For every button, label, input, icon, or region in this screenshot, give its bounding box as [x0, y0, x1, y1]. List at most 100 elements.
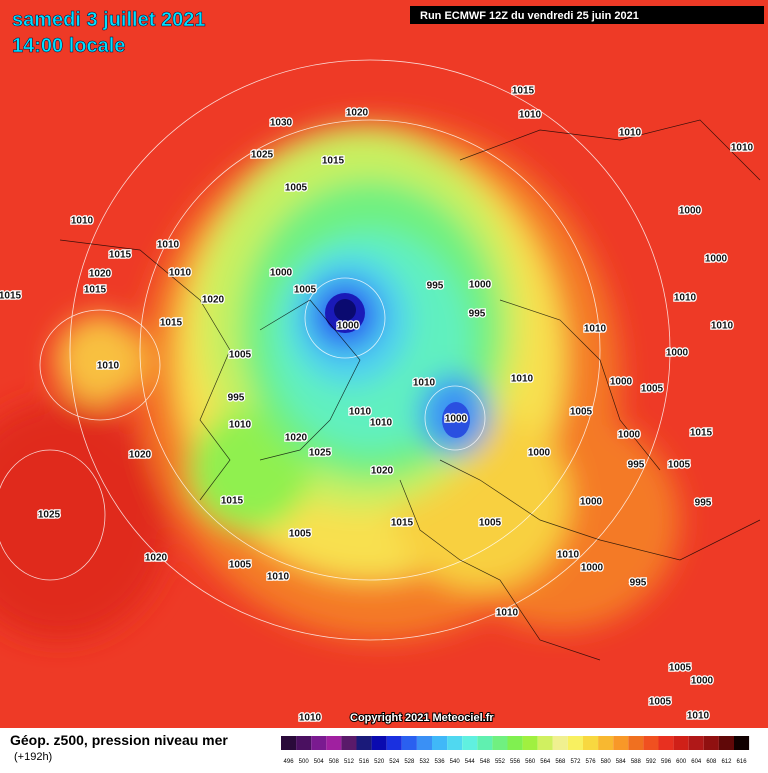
scale-label: 500 [299, 759, 310, 765]
isobar-label: 1010 [413, 378, 436, 389]
isobar-label: 1005 [294, 285, 317, 296]
scale-swatch [522, 736, 538, 750]
scale-swatch [447, 736, 463, 750]
scale-label: 612 [721, 759, 732, 765]
isobar-label: 1000 [469, 280, 492, 291]
lead-time: (+192h) [14, 751, 52, 763]
scale-label: 576 [586, 759, 597, 765]
time: 14:00 locale [12, 35, 125, 57]
scale-swatch [643, 736, 659, 750]
scale-swatch [598, 736, 614, 750]
run-info: Run ECMWF 12Z du vendredi 25 juin 2021 [420, 10, 639, 22]
isobar-label: 1005 [641, 384, 664, 395]
scale-label: 580 [601, 759, 612, 765]
scale-swatch [628, 736, 644, 750]
isobar-label: 1020 [89, 269, 112, 280]
isobar-label: 1010 [267, 572, 290, 583]
scale-label: 608 [706, 759, 717, 765]
scale-label: 616 [737, 759, 748, 765]
scale-label: 556 [510, 759, 521, 765]
scale-label: 524 [389, 759, 400, 765]
isobar-label: 1000 [528, 448, 551, 459]
isobar-label: 1015 [109, 250, 132, 261]
scale-swatch [326, 736, 342, 750]
isobar-label: 995 [695, 498, 712, 509]
isobar-label: 995 [427, 281, 444, 292]
scale-label: 520 [374, 759, 385, 765]
isobar-label: 1015 [221, 496, 244, 507]
isobar-label: 1000 [580, 497, 603, 508]
isobar-label: 1010 [584, 324, 607, 335]
isobar-label: 1000 [445, 414, 468, 425]
scale-swatch [703, 736, 719, 750]
scale-label: 540 [450, 759, 461, 765]
isobar-label: 1000 [679, 206, 702, 217]
isobar-label: 1005 [669, 663, 692, 674]
isobar-label: 1015 [690, 428, 713, 439]
isobar-label: 1010 [687, 711, 710, 722]
isobar-label: 1005 [229, 560, 252, 571]
isobar-label: 1010 [157, 240, 180, 251]
isobar-label: 1000 [337, 321, 360, 332]
isobar-label: 1010 [519, 110, 542, 121]
scale-swatch [583, 736, 599, 750]
isobar-label: 1010 [511, 374, 534, 385]
isobar-label: 1005 [285, 183, 308, 194]
isobar-label: 1010 [299, 713, 322, 724]
scale-swatch [567, 736, 583, 750]
isobar-label: 1020 [371, 466, 394, 477]
scale-label: 568 [555, 759, 566, 765]
scale-label: 516 [359, 759, 370, 765]
scale-swatch [462, 736, 478, 750]
scale-swatch [507, 736, 523, 750]
field [0, 0, 768, 728]
isobar-label: 1015 [0, 291, 22, 302]
scale-swatch [386, 736, 402, 750]
scale-swatch [688, 736, 704, 750]
scale-label: 560 [525, 759, 536, 765]
isobar-label: 1000 [581, 563, 604, 574]
isobar-label: 1000 [610, 377, 633, 388]
isobar-label: 1015 [84, 285, 107, 296]
isobar-label: 1020 [346, 108, 369, 119]
legend-title: Géop. z500, pression niveau mer [10, 732, 228, 748]
isobar-label: 1005 [229, 350, 252, 361]
scale-swatch [296, 736, 312, 750]
scale-label: 536 [435, 759, 446, 765]
scale-label: 592 [646, 759, 657, 765]
isobar-label: 1005 [479, 518, 502, 529]
isobar-label: 1010 [97, 361, 120, 372]
scale-swatch [371, 736, 387, 750]
isobar-label: 1000 [691, 676, 714, 687]
scale-swatch [673, 736, 689, 750]
run-box [410, 6, 764, 24]
scale-label: 528 [404, 759, 415, 765]
scale-label: 496 [284, 759, 295, 765]
scale-label: 564 [540, 759, 551, 765]
isobar-label: 1020 [285, 433, 308, 444]
isobar-label: 1010 [169, 268, 192, 279]
scale-label: 508 [329, 759, 340, 765]
isobar-label: 1010 [711, 321, 734, 332]
isobar-label: 1005 [570, 407, 593, 418]
scale-label: 588 [631, 759, 642, 765]
scale-swatch [477, 736, 493, 750]
isobar-label: 1020 [202, 295, 225, 306]
scale-swatch [356, 736, 372, 750]
isobar-label: 1020 [129, 450, 152, 461]
date: samedi 3 juillet 2021 [12, 9, 205, 31]
scale-swatch [492, 736, 508, 750]
scale-swatch [281, 736, 297, 750]
scale-swatch [718, 736, 734, 750]
scale-label: 532 [419, 759, 430, 765]
isobar-label: 1010 [557, 550, 580, 561]
isobar-label: 1025 [251, 150, 274, 161]
scale-swatch [341, 736, 357, 750]
scale-label: 604 [691, 759, 702, 765]
isobar-label: 1000 [705, 254, 728, 265]
isobar-label: 1020 [145, 553, 168, 564]
scale-label: 596 [661, 759, 672, 765]
scale-swatch [537, 736, 553, 750]
copyright: Copyright 2021 Meteociel.fr [350, 712, 494, 724]
